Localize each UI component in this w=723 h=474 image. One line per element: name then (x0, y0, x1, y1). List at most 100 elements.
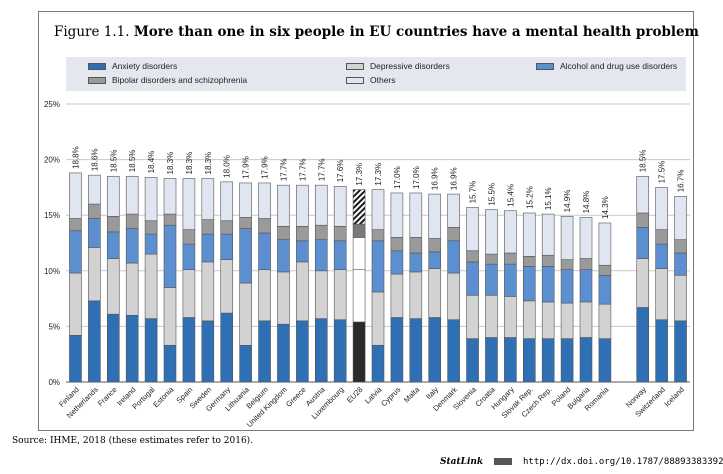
legend-swatch-others (346, 76, 364, 84)
bar-segment (560, 269, 574, 304)
bar-segment (201, 261, 215, 322)
total-label: 17.0% (412, 166, 421, 189)
bar-segment (201, 233, 215, 263)
bar-segment (182, 269, 196, 318)
bar-segment (428, 268, 442, 318)
figure-title-text: More than one in six people in EU countr… (133, 24, 699, 40)
total-label: 18.3% (185, 152, 194, 175)
total-label: 15.1% (544, 187, 553, 210)
bar-segment (144, 177, 158, 222)
total-label: 18.4% (147, 151, 156, 174)
y-tick-label: 20% (44, 156, 60, 165)
bar-segment (371, 229, 385, 242)
total-label: 17.0% (393, 166, 402, 189)
bar-segment (239, 228, 252, 284)
bar-segment (541, 301, 555, 339)
x-tick-label: Estonia (151, 384, 176, 409)
x-tick-label: Cyprus (379, 385, 402, 408)
total-label: 16.7% (677, 170, 686, 193)
bar-segment (447, 240, 460, 274)
legend-label-bipolar: Bipolar disorders and schizophrenia (112, 75, 248, 85)
bar-segment (409, 237, 423, 254)
bar-segment (504, 263, 517, 297)
statlink[interactable]: StatLink http://dx.doi.org/10.1787/88893… (440, 457, 723, 467)
bar-segment (428, 251, 442, 269)
bar-segment (69, 218, 82, 232)
bar-segment (522, 266, 536, 302)
statlink-label: StatLink (440, 457, 484, 467)
total-label: 14.9% (563, 190, 572, 213)
bar-segment (258, 232, 271, 270)
bar-segment (522, 300, 536, 339)
total-labels: 18.8% 18.6% 18.5% 18.5% 18.4% 18.3% 18.3% 18.3%… (71, 146, 685, 219)
bar-segment (88, 300, 101, 383)
statlink-url[interactable]: http://dx.doi.org/10.1787/888933833920 (523, 457, 723, 467)
bar-segment (277, 184, 290, 227)
bar-segment (352, 189, 366, 225)
bar-segment (409, 318, 423, 383)
bar-segment (314, 239, 328, 272)
bar-segment (541, 266, 555, 303)
bar-segment (314, 224, 328, 240)
bar-segment (541, 213, 555, 256)
bar-segment (598, 264, 612, 276)
bar-segment (333, 226, 347, 242)
bar-segment (182, 229, 196, 245)
legend-item-alcohol: Alcohol and drug use disorders (536, 61, 677, 71)
bar-segment (390, 317, 404, 383)
bar-segment (579, 217, 593, 259)
bar-segment (674, 274, 687, 322)
bar-segment (201, 320, 215, 383)
bar-segment (220, 259, 234, 314)
figure-number: Figure 1.1. (54, 24, 130, 40)
total-label: 15.5% (487, 183, 496, 206)
bar-segment (504, 296, 517, 338)
bar-segment (522, 338, 536, 383)
y-tick-label: 0% (48, 378, 60, 387)
source-note: Source: IHME, 2018 (these estimates refe… (12, 436, 254, 446)
bar-segment (258, 320, 271, 383)
bar-segment (277, 271, 290, 325)
total-label: 15.7% (469, 181, 478, 204)
bar-segment (239, 345, 252, 383)
bar-segment (220, 312, 234, 383)
bar-segment (655, 187, 668, 230)
total-label: 17.3% (355, 163, 364, 186)
bar-segment (466, 250, 479, 263)
total-label: 18.0% (223, 155, 232, 178)
bar-segment (598, 338, 612, 383)
bar-segment (390, 250, 404, 275)
bar-segment (674, 195, 687, 240)
total-label: 17.3% (374, 163, 383, 186)
bar-segment (409, 271, 423, 319)
total-label: 18.3% (166, 152, 175, 175)
bar-segment (598, 222, 612, 266)
bar-segment (371, 240, 385, 293)
bar-segment (504, 337, 517, 383)
bar-segment (485, 253, 498, 265)
x-tick-label: Iceland (662, 385, 685, 408)
bar-segment (69, 172, 82, 219)
bar-segment (314, 270, 328, 319)
bar-segment (277, 239, 290, 273)
bar-segment (655, 229, 668, 245)
bar-segment (106, 231, 120, 259)
bar-segment (428, 238, 442, 253)
total-label: 18.5% (128, 150, 137, 173)
bar-segment (333, 269, 347, 321)
bar-segment (333, 319, 347, 383)
bar-segment (541, 254, 555, 267)
bar-segment (125, 213, 139, 229)
y-tick-label: 15% (44, 211, 60, 220)
bar-segment (352, 269, 366, 323)
total-label: 17.6% (336, 160, 345, 183)
bar-segment (674, 320, 687, 383)
total-label: 17.7% (279, 158, 288, 181)
bar-segment (88, 203, 101, 219)
bar-segment (239, 282, 252, 346)
bar-segment (144, 233, 158, 255)
bar-segment (277, 226, 290, 240)
bar-segment (352, 321, 366, 383)
legend-swatch-anxiety (88, 62, 106, 70)
bar-segment (390, 237, 404, 252)
